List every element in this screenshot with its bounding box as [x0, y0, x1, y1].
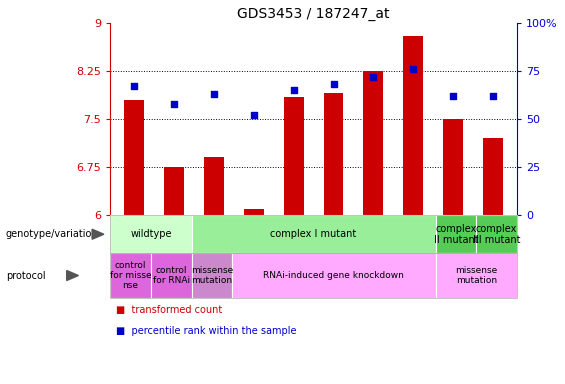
Point: [329, 81, 338, 88]
Text: ■  percentile rank within the sample: ■ percentile rank within the sample: [116, 326, 296, 336]
Point: [489, 93, 498, 99]
Bar: [124, 100, 144, 215]
Polygon shape: [92, 229, 104, 239]
Point: [249, 112, 258, 118]
Bar: [164, 167, 184, 215]
Point: [408, 66, 418, 72]
Polygon shape: [67, 270, 79, 280]
Bar: [244, 209, 264, 215]
Bar: [324, 93, 344, 215]
Bar: [483, 138, 503, 215]
Bar: [204, 157, 224, 215]
Point: [369, 74, 378, 80]
Point: [210, 91, 219, 97]
Text: RNAi-induced gene knockdown: RNAi-induced gene knockdown: [263, 271, 405, 280]
Text: ■  transformed count: ■ transformed count: [116, 305, 222, 315]
Point: [449, 93, 458, 99]
Text: complex
II mutant: complex II mutant: [434, 224, 478, 245]
Point: [170, 101, 179, 107]
Point: [129, 83, 138, 89]
Bar: [284, 97, 303, 215]
Text: complex I mutant: complex I mutant: [271, 229, 357, 239]
Point: [289, 87, 298, 93]
Bar: [403, 36, 423, 215]
Bar: [443, 119, 463, 215]
Text: protocol: protocol: [6, 270, 45, 281]
Title: GDS3453 / 187247_at: GDS3453 / 187247_at: [237, 7, 390, 21]
Text: missense
mutation: missense mutation: [455, 266, 497, 285]
Text: genotype/variation: genotype/variation: [6, 229, 98, 239]
Text: missense
mutation: missense mutation: [191, 266, 233, 285]
Text: complex
III mutant: complex III mutant: [473, 224, 520, 245]
Text: control
for misse
nse: control for misse nse: [110, 262, 151, 290]
Text: wildtype: wildtype: [130, 229, 172, 239]
Text: control
for RNAi: control for RNAi: [153, 266, 190, 285]
Bar: [363, 71, 384, 215]
